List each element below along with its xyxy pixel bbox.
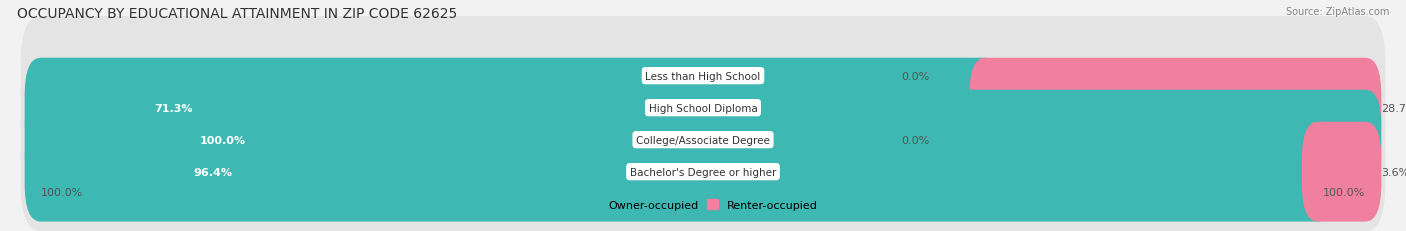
FancyBboxPatch shape [21, 49, 1385, 167]
FancyBboxPatch shape [21, 81, 1385, 199]
FancyBboxPatch shape [25, 90, 1381, 190]
Text: Bachelor's Degree or higher: Bachelor's Degree or higher [630, 167, 776, 177]
FancyBboxPatch shape [21, 17, 1385, 136]
FancyBboxPatch shape [25, 122, 1334, 222]
Text: 28.7%: 28.7% [1381, 103, 1406, 113]
Legend: Owner-occupied, Renter-occupied: Owner-occupied, Renter-occupied [583, 195, 823, 214]
Text: 100.0%: 100.0% [200, 135, 246, 145]
Text: 71.3%: 71.3% [153, 103, 193, 113]
Text: College/Associate Degree: College/Associate Degree [636, 135, 770, 145]
Text: OCCUPANCY BY EDUCATIONAL ATTAINMENT IN ZIP CODE 62625: OCCUPANCY BY EDUCATIONAL ATTAINMENT IN Z… [17, 7, 457, 21]
Text: 0.0%: 0.0% [901, 135, 929, 145]
Text: 100.0%: 100.0% [1323, 187, 1365, 197]
Text: 0.0%: 0.0% [901, 71, 929, 81]
Text: Less than High School: Less than High School [645, 71, 761, 81]
Text: Source: ZipAtlas.com: Source: ZipAtlas.com [1285, 7, 1389, 17]
FancyBboxPatch shape [21, 113, 1385, 231]
Text: 3.6%: 3.6% [1381, 167, 1406, 177]
FancyBboxPatch shape [25, 58, 1001, 158]
Text: High School Diploma: High School Diploma [648, 103, 758, 113]
Text: 96.4%: 96.4% [194, 167, 233, 177]
Text: 100.0%: 100.0% [41, 187, 83, 197]
FancyBboxPatch shape [969, 58, 1381, 158]
Text: 0.0%: 0.0% [661, 71, 690, 81]
FancyBboxPatch shape [1302, 122, 1381, 222]
